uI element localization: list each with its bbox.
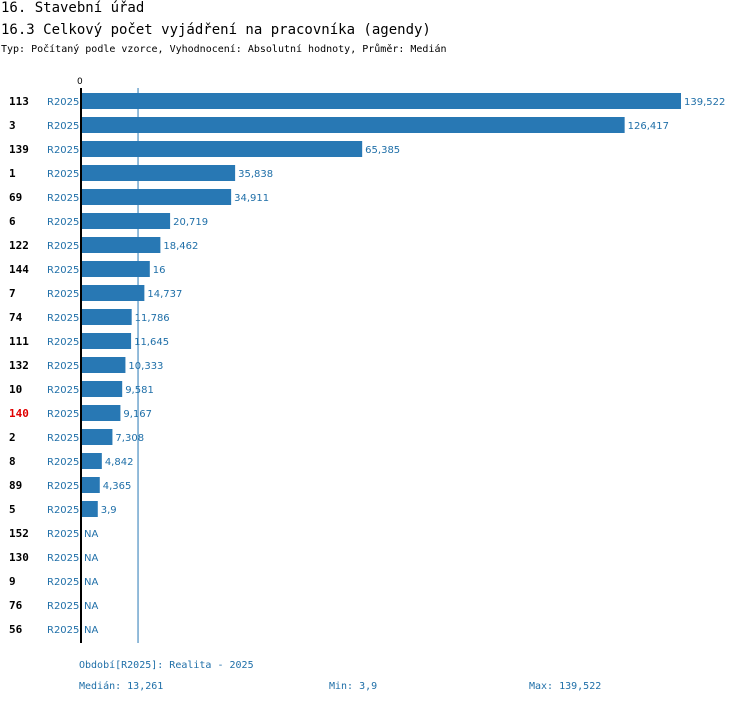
footer-max: Max: 139,522 (529, 681, 602, 692)
value-label: NA (84, 625, 98, 636)
value-label: 16 (153, 265, 166, 276)
series-label: R2025 (47, 265, 79, 276)
row-id-label: 8 (9, 455, 16, 468)
value-label: 10,333 (128, 361, 163, 372)
series-label: R2025 (47, 601, 79, 612)
chart-title: 16.3 Celkový počet vyjádření na pracovní… (1, 22, 431, 38)
series-label: R2025 (47, 313, 79, 324)
value-label: 3,9 (101, 505, 117, 516)
value-label: NA (84, 577, 98, 588)
bar (81, 93, 681, 109)
row-id-label: 9 (9, 575, 16, 588)
series-label: R2025 (47, 409, 79, 420)
value-label: NA (84, 601, 98, 612)
row-id-label: 6 (9, 215, 16, 228)
bar (81, 477, 100, 493)
row-id-label: 140 (9, 407, 29, 420)
row-id-label: 111 (9, 335, 29, 348)
value-label: 9,581 (125, 385, 154, 396)
bar (81, 333, 132, 349)
series-label: R2025 (47, 505, 79, 516)
series-label: R2025 (47, 433, 79, 444)
row-id-label: 69 (9, 191, 22, 204)
value-label: 65,385 (365, 145, 400, 156)
value-label: 18,462 (163, 241, 198, 252)
series-label: R2025 (47, 577, 79, 588)
bar (81, 309, 132, 325)
series-label: R2025 (47, 337, 79, 348)
series-label: R2025 (47, 457, 79, 468)
bar (81, 117, 625, 133)
series-label: R2025 (47, 241, 79, 252)
value-label: 7,308 (115, 433, 144, 444)
value-label: 20,719 (173, 217, 208, 228)
bars-layer: 113 R2025 139,522 3 R2025 126,417 139 R2025 65,3… (9, 93, 725, 636)
bar (81, 141, 363, 157)
row-id-label: 5 (9, 503, 16, 516)
bar (81, 429, 113, 445)
value-label: 11,645 (134, 337, 169, 348)
bar (81, 405, 121, 421)
row-id-label: 2 (9, 431, 16, 444)
series-label: R2025 (47, 529, 79, 540)
row-id-label: 144 (9, 263, 29, 276)
series-label: R2025 (47, 193, 79, 204)
bar (81, 501, 98, 517)
bar (81, 165, 236, 181)
value-label: 4,365 (103, 481, 132, 492)
series-label: R2025 (47, 217, 79, 228)
row-id-label: 3 (9, 119, 16, 132)
series-label: R2025 (47, 625, 79, 636)
series-label: R2025 (47, 97, 79, 108)
value-label: 9,167 (123, 409, 152, 420)
value-label: 34,911 (234, 193, 269, 204)
value-label: NA (84, 529, 98, 540)
bar (81, 381, 123, 397)
row-id-label: 56 (9, 623, 23, 636)
row-id-label: 74 (9, 311, 23, 324)
value-label: 35,838 (238, 169, 273, 180)
series-label: R2025 (47, 361, 79, 372)
series-label: R2025 (47, 553, 79, 564)
row-id-label: 7 (9, 287, 16, 300)
footer-period: Období[R2025]: Realita - 2025 (79, 660, 254, 671)
row-id-label: 152 (9, 527, 29, 540)
value-label: 4,842 (105, 457, 134, 468)
row-id-label: 76 (9, 599, 23, 612)
bar (81, 237, 161, 253)
series-label: R2025 (47, 481, 79, 492)
value-label: 139,522 (684, 97, 725, 108)
section-title: 16. Stavební úřad (1, 0, 145, 16)
bar (81, 285, 145, 301)
row-id-label: 139 (9, 143, 29, 156)
bar (81, 453, 102, 469)
row-id-label: 130 (9, 551, 29, 564)
footer-min: Min: 3,9 (329, 681, 378, 692)
row-id-label: 122 (9, 239, 29, 252)
row-id-label: 132 (9, 359, 29, 372)
chart-subtitle: Typ: Počítaný podle vzorce, Vyhodnocení:… (1, 44, 447, 55)
bar (81, 261, 150, 277)
value-label: NA (84, 553, 98, 564)
bar (81, 189, 232, 205)
x-axis-zero-label: 0 (77, 77, 83, 87)
row-id-label: 89 (9, 479, 22, 492)
row-id-label: 113 (9, 95, 29, 108)
bar (81, 213, 171, 229)
series-label: R2025 (47, 121, 79, 132)
value-label: 11,786 (135, 313, 170, 324)
row-id-label: 1 (9, 167, 16, 180)
bar (81, 357, 126, 373)
series-label: R2025 (47, 289, 79, 300)
value-label: 126,417 (628, 121, 669, 132)
series-label: R2025 (47, 145, 79, 156)
footer-median: Medián: 13,261 (79, 681, 164, 692)
value-label: 14,737 (147, 289, 182, 300)
row-id-label: 10 (9, 383, 22, 396)
series-label: R2025 (47, 169, 79, 180)
series-label: R2025 (47, 385, 79, 396)
